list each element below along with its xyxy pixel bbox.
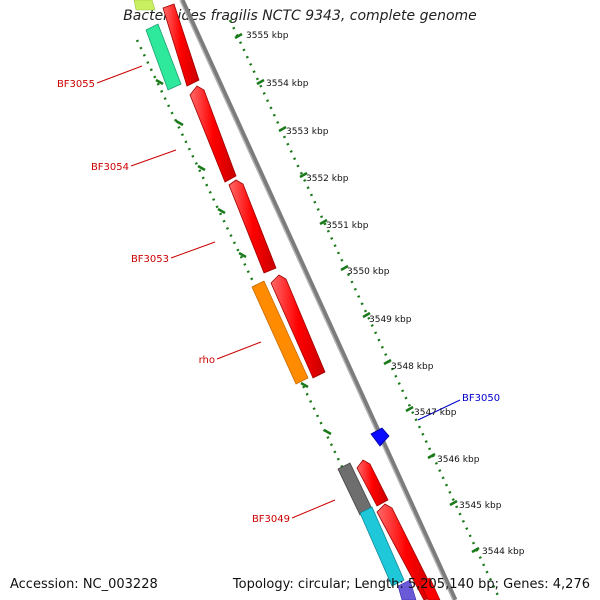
outer-ruler-ticks	[234, 32, 480, 554]
gene-bf3053	[228, 179, 277, 274]
accession-label: Accession: NC_003228	[10, 577, 158, 592]
gene-rho	[251, 280, 309, 385]
ruler-label: 3549 kbp	[369, 315, 412, 325]
gene-bf3054	[189, 85, 237, 183]
ruler-label: 3546 kbp	[437, 455, 480, 465]
gene-label-bf3054: BF3054	[91, 162, 129, 173]
ruler-label: 3545 kbp	[459, 501, 502, 511]
ruler-label: 3550 kbp	[347, 267, 390, 277]
gene-bottom-blue	[397, 579, 417, 600]
gene-label-bf3053: BF3053	[131, 254, 169, 265]
gene-bottom-red	[419, 577, 441, 600]
gene-label-rho: rho	[199, 355, 215, 366]
inner-ruler-ticks	[155, 78, 352, 479]
ruler-label: 3544 kbp	[482, 547, 525, 557]
gene-label-bf3055: BF3055	[57, 79, 95, 90]
gene-bf3050	[370, 427, 390, 447]
ruler-label: 3553 kbp	[286, 127, 329, 137]
map-title: Bacteroides fragilis NCTC 9343, complete…	[123, 8, 477, 24]
ruler-label: 3551 kbp	[326, 221, 369, 231]
gene-top-lime	[133, 0, 156, 11]
gene-label-bf3049: BF3049	[252, 514, 290, 525]
gene-bf3055	[145, 23, 182, 91]
ruler-label: 3552 kbp	[306, 174, 349, 184]
ruler-label: 3547 kbp	[414, 408, 457, 418]
gene-red-c	[356, 459, 389, 507]
ruler-label: 3555 kbp	[246, 31, 289, 41]
label-connectors	[96, 65, 461, 519]
gene-red-a	[162, 3, 200, 87]
gene-red-b	[270, 274, 326, 379]
gene-features	[133, 0, 441, 600]
genome-backbone	[179, 0, 458, 600]
genome-summary: Topology: circular; Length: 5,205,140 bp…	[232, 577, 590, 592]
gene-bf3049	[359, 506, 405, 587]
ruler-label: 3554 kbp	[266, 79, 309, 89]
gene-red-d	[376, 503, 437, 600]
ruler-label: 3548 kbp	[391, 362, 434, 372]
gene-label-bf3050: BF3050	[462, 393, 500, 404]
